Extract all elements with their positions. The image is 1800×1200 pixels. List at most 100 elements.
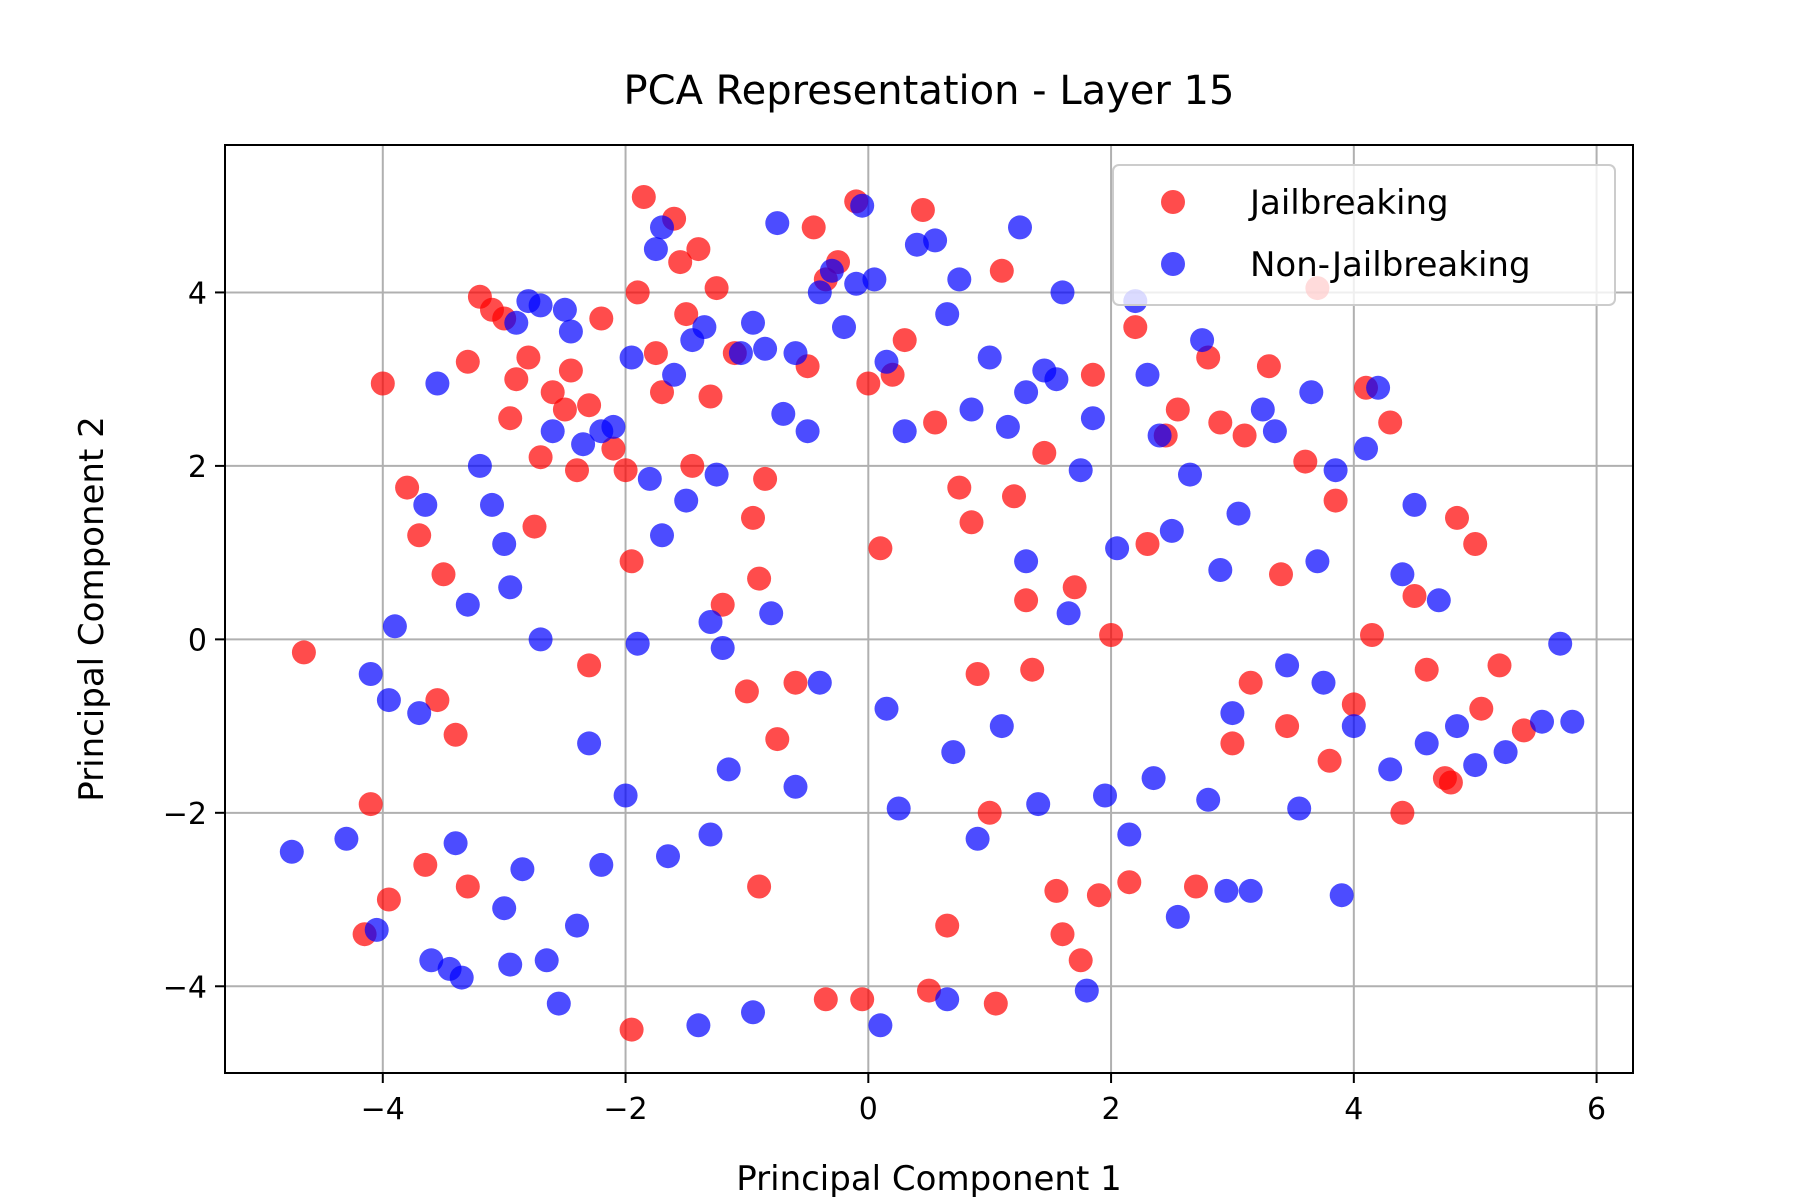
scatter-point <box>613 458 638 483</box>
scatter-point <box>698 822 723 847</box>
scatter-point <box>1445 505 1469 530</box>
scatter-point <box>1080 406 1105 431</box>
scatter-point <box>771 401 796 426</box>
scatter-point <box>613 783 638 808</box>
scatter-point <box>492 532 517 556</box>
scatter-point <box>1262 419 1287 444</box>
legend-label: Jailbreaking <box>1248 183 1449 223</box>
scatter-point <box>1390 800 1415 825</box>
legend-label: Non-Jailbreaking <box>1250 245 1531 285</box>
scatter-point <box>710 636 735 660</box>
scatter-point <box>1530 709 1554 734</box>
x-tick-label: 4 <box>1344 1092 1363 1127</box>
scatter-point <box>1056 601 1081 626</box>
scatter-point <box>1287 796 1312 821</box>
scatter-point <box>1238 670 1263 695</box>
scatter-point <box>868 1013 893 1038</box>
scatter-point <box>498 406 523 431</box>
scatter-point <box>741 505 765 530</box>
scatter-point <box>656 844 680 869</box>
scatter-point <box>1159 518 1184 543</box>
scatter-point <box>935 987 960 1012</box>
scatter-point <box>1323 458 1348 483</box>
scatter-point <box>704 276 729 301</box>
scatter-point <box>989 714 1014 739</box>
scatter-point <box>619 549 644 574</box>
scatter-point <box>631 185 656 209</box>
scatter-point <box>510 857 535 882</box>
scatter-point <box>1560 709 1585 734</box>
scatter-point <box>528 445 553 470</box>
scatter-point <box>759 601 784 626</box>
scatter-point <box>1026 792 1051 817</box>
scatter-point <box>1390 562 1415 587</box>
x-tick-label: 0 <box>859 1092 878 1127</box>
scatter-point <box>795 419 820 444</box>
scatter-point <box>419 948 444 973</box>
scatter-point <box>686 1013 711 1038</box>
scatter-point <box>874 349 899 374</box>
scatter-point <box>1366 375 1391 400</box>
scatter-point <box>674 488 699 513</box>
scatter-point <box>358 662 383 686</box>
scatter-point <box>1414 731 1439 756</box>
scatter-point <box>1208 558 1233 582</box>
scatter-point <box>498 575 523 600</box>
x-tick-label: 2 <box>1102 1092 1121 1127</box>
scatter-point <box>643 237 668 262</box>
scatter-point <box>1463 532 1488 556</box>
scatter-point <box>850 987 875 1012</box>
scatter-point <box>449 965 474 990</box>
scatter-point <box>801 215 826 240</box>
scatter-point <box>692 315 717 340</box>
scatter-point <box>783 341 808 366</box>
scatter-point <box>716 757 741 782</box>
scatter-point <box>577 731 602 756</box>
scatter-point <box>674 302 699 327</box>
scatter-point <box>395 475 420 500</box>
scatter-point <box>941 740 966 765</box>
y-tick-label: −4 <box>163 970 207 1005</box>
scatter-point <box>947 475 972 500</box>
scatter-point <box>710 592 735 617</box>
scatter-point <box>528 293 553 318</box>
scatter-point <box>1105 536 1130 561</box>
scatter-point <box>1426 588 1451 613</box>
scatter-point <box>601 414 626 439</box>
scatter-point <box>1305 549 1330 574</box>
scatter-point <box>528 627 553 652</box>
legend-marker <box>1161 190 1185 214</box>
scatter-point <box>1074 978 1099 1003</box>
scatter-point <box>1141 766 1166 791</box>
scatter-point <box>577 653 602 678</box>
scatter-point <box>1238 878 1263 903</box>
scatter-point <box>1463 753 1488 778</box>
scatter-point <box>850 193 875 218</box>
scatter-point <box>1165 397 1190 422</box>
scatter-point <box>625 280 650 305</box>
scatter-point <box>565 458 589 483</box>
scatter-point <box>698 610 723 634</box>
scatter-point <box>1086 883 1111 908</box>
scatter-point <box>765 211 790 236</box>
scatter-point <box>862 267 887 292</box>
scatter-point <box>813 987 838 1012</box>
scatter-point <box>552 297 577 322</box>
scatter-point <box>425 371 450 396</box>
scatter-point <box>565 913 589 938</box>
scatter-point <box>1117 822 1142 847</box>
scatter-point <box>923 228 948 253</box>
scatter-point <box>947 267 972 292</box>
scatter-point <box>1511 718 1536 743</box>
scatter-point <box>783 774 808 799</box>
scatter-points <box>279 185 1585 1042</box>
scatter-point <box>1360 623 1384 647</box>
scatter-point <box>334 826 359 851</box>
scatter-point <box>1293 449 1318 474</box>
scatter-point <box>589 306 614 331</box>
scatter-point <box>704 462 729 487</box>
scatter-point <box>1002 484 1026 509</box>
scatter-point <box>1062 575 1087 600</box>
scatter-point <box>1329 883 1354 908</box>
